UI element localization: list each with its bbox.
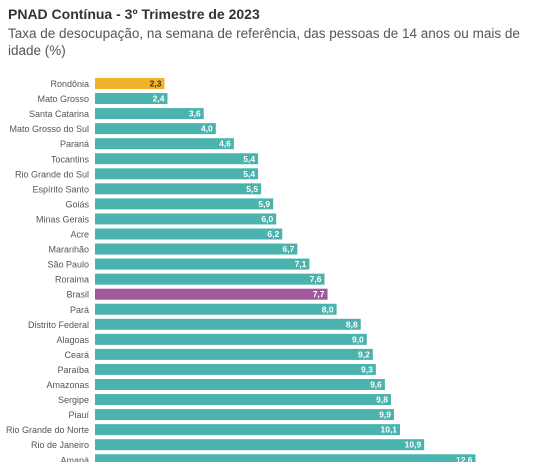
data-label: 9,8 (376, 395, 388, 405)
bar (95, 198, 274, 210)
category-label: Rio de Janeiro (31, 440, 89, 450)
data-label: 5,5 (246, 184, 258, 194)
bar (95, 409, 394, 421)
bar (95, 394, 391, 406)
data-label: 12,6 (456, 455, 473, 462)
category-label: Amazonas (46, 380, 89, 390)
chart-title: PNAD Contínua - 3º Trimestre de 2023 (8, 6, 260, 22)
data-label: 7,7 (313, 289, 325, 299)
bar (95, 123, 216, 135)
category-label: Tocantins (51, 154, 90, 164)
data-label: 3,6 (189, 109, 201, 119)
category-label: Distrito Federal (28, 320, 89, 330)
bar (95, 93, 168, 105)
category-label: Paraná (60, 139, 89, 149)
category-label: Roraima (55, 275, 89, 285)
bar (95, 183, 262, 195)
category-label: Piauí (68, 410, 89, 420)
category-label: Mato Grosso do Sul (9, 124, 89, 134)
bar (95, 153, 259, 165)
category-label: Ceará (64, 350, 89, 360)
data-label: 5,9 (258, 199, 270, 209)
bar (95, 108, 204, 120)
bar (95, 228, 283, 240)
data-label: 6,2 (267, 229, 279, 239)
bar (95, 78, 165, 89)
bar (95, 273, 325, 285)
category-label: Amapá (60, 455, 89, 462)
category-label: Sergipe (58, 395, 89, 405)
data-label: 4,0 (201, 124, 213, 134)
data-label: 8,8 (346, 319, 358, 329)
bar (95, 303, 337, 315)
data-label: 7,1 (295, 259, 307, 269)
category-label: Brasil (66, 290, 89, 300)
bar (95, 348, 373, 360)
data-label: 5,4 (243, 169, 255, 179)
bar (95, 168, 259, 180)
bar (95, 318, 361, 330)
chart-subtitle: Taxa de desocupação, na semana de referê… (8, 26, 520, 58)
data-label: 6,7 (283, 244, 295, 254)
category-label: Goiás (65, 199, 89, 209)
category-label: Alagoas (56, 335, 89, 345)
category-label: São Paulo (47, 260, 89, 270)
category-label: Acre (70, 230, 89, 240)
data-label: 9,3 (361, 364, 373, 374)
category-label: Paraíba (57, 365, 89, 375)
category-label: Mato Grosso (37, 94, 89, 104)
bar (95, 454, 476, 462)
category-label: Espírito Santo (32, 184, 89, 194)
category-label: Rio Grande do Sul (15, 169, 89, 179)
data-label: 10,9 (405, 440, 422, 450)
data-label: 9,9 (379, 410, 391, 420)
bar (95, 258, 310, 270)
bar (95, 138, 234, 150)
bar (95, 379, 385, 390)
category-label: Pará (70, 305, 89, 315)
bar (95, 424, 401, 436)
bar (95, 333, 367, 345)
data-label: 6,0 (261, 214, 273, 224)
bar (95, 439, 425, 451)
category-label: Santa Catarina (29, 109, 89, 119)
category-label: Rondônia (50, 79, 89, 89)
data-label: 2,4 (153, 94, 165, 104)
data-label: 9,0 (352, 334, 364, 344)
bar (95, 363, 376, 375)
category-label: Minas Gerais (36, 214, 90, 224)
category-label: Maranhão (48, 245, 89, 255)
data-label: 2,3 (150, 79, 162, 89)
bar (95, 213, 277, 225)
bar (95, 243, 298, 255)
data-label: 8,0 (322, 304, 334, 314)
data-label: 7,6 (310, 274, 322, 284)
bar (95, 288, 328, 300)
data-label: 5,4 (243, 154, 255, 164)
category-label: Rio Grande do Norte (6, 425, 89, 435)
data-label: 10,1 (380, 425, 397, 435)
data-label: 9,2 (358, 349, 370, 359)
data-label: 4,6 (219, 139, 231, 149)
data-label: 9,6 (370, 380, 382, 390)
